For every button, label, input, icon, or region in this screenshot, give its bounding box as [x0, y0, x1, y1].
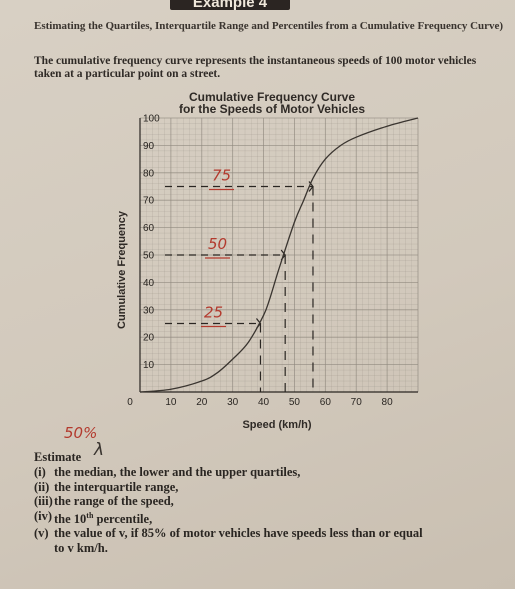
- question-number: (iii): [34, 494, 53, 508]
- x-tick-label: 30: [227, 397, 239, 408]
- question-item: (iii) the range of the speed,: [34, 494, 504, 509]
- cumulative-frequency-chart: Cumulative Frequency Curve for the Speed…: [116, 90, 419, 431]
- question-item: (iv) the 10th percentile,: [34, 509, 504, 527]
- question-number: (iv): [34, 508, 53, 523]
- question-number: (v): [34, 526, 49, 541]
- x-axis-label: Speed (km/h): [242, 419, 311, 431]
- y-tick-label: 60: [143, 223, 155, 234]
- handwritten-note: 50%: [64, 424, 98, 442]
- question-item: (v) the value of v, if 85% of motor vehi…: [34, 526, 504, 541]
- question-item: (i) the median, the lower and the upper …: [34, 465, 504, 480]
- question-list: (i) the median, the lower and the upper …: [34, 465, 504, 555]
- y-tick-label: 10: [143, 360, 155, 371]
- question-number: (ii): [34, 479, 50, 494]
- question-text: the range of the speed,: [54, 494, 174, 508]
- intro-text: The cumulative frequency curve represent…: [34, 55, 477, 80]
- x-tick-label: 70: [351, 397, 363, 408]
- x-tick-label: 40: [258, 397, 270, 408]
- y-tick-label: 90: [143, 141, 155, 152]
- y-tick-label: 40: [143, 278, 155, 289]
- grid: [139, 117, 419, 393]
- question-number: (i): [34, 465, 46, 479]
- estimate-label: Estimate: [34, 450, 82, 464]
- cumulative-frequency-curve: [139, 117, 419, 393]
- question-text-continued: to v km/h.: [54, 540, 108, 555]
- x-tick-label: 50: [289, 397, 301, 408]
- tick-labels: 0 10 20 30 40 50 60 70 80 10 20 30 40 50 60 70 80 90 100: [127, 114, 393, 409]
- question-item: (ii) the interquartile range,: [34, 480, 504, 495]
- question-text: the interquartile range,: [54, 479, 179, 494]
- ordinal-suffix: th: [86, 510, 94, 520]
- x-tick-label: 20: [196, 397, 208, 408]
- y-tick-label: 30: [143, 305, 155, 316]
- section-heading: Estimating the Quartiles, Interquartile …: [34, 20, 504, 32]
- axes: [139, 118, 418, 393]
- y-tick-label: 80: [143, 168, 155, 179]
- question-text-pre: the 10: [54, 511, 87, 526]
- handwritten-annotations: 75 50 25: [201, 167, 234, 328]
- quartile-annotation: 50: [208, 235, 227, 253]
- quartile-guide-lines: [165, 181, 314, 392]
- y-tick-label: 70: [143, 196, 155, 207]
- y-tick-label: 50: [143, 251, 155, 262]
- x-tick-label: 0: [127, 397, 133, 408]
- quartile-annotation: 75: [212, 167, 231, 185]
- chart-title: Cumulative Frequency Curve: [189, 90, 355, 104]
- chart-subtitle: for the Speeds of Motor Vehicles: [179, 102, 365, 116]
- question-text: the median, the lower and the upper quar…: [54, 465, 301, 479]
- question-text: the value of v, if 85% of motor vehicles…: [54, 526, 423, 541]
- quartile-annotation: 25: [204, 304, 223, 322]
- y-axis-label: Cumulative Frequency: [116, 210, 128, 329]
- y-tick-label: 100: [143, 114, 160, 125]
- example-banner: Example 4: [170, 0, 290, 11]
- question-text: the 10th percentile,: [54, 509, 504, 527]
- x-tick-label: 80: [382, 397, 394, 408]
- x-tick-label: 10: [165, 397, 177, 408]
- x-tick-label: 60: [320, 397, 332, 408]
- question-text-post: percentile,: [93, 511, 153, 526]
- question-item-continuation: to v km/h.: [34, 541, 504, 556]
- y-tick-label: 20: [143, 333, 155, 344]
- handwritten-caret: λ: [94, 440, 105, 460]
